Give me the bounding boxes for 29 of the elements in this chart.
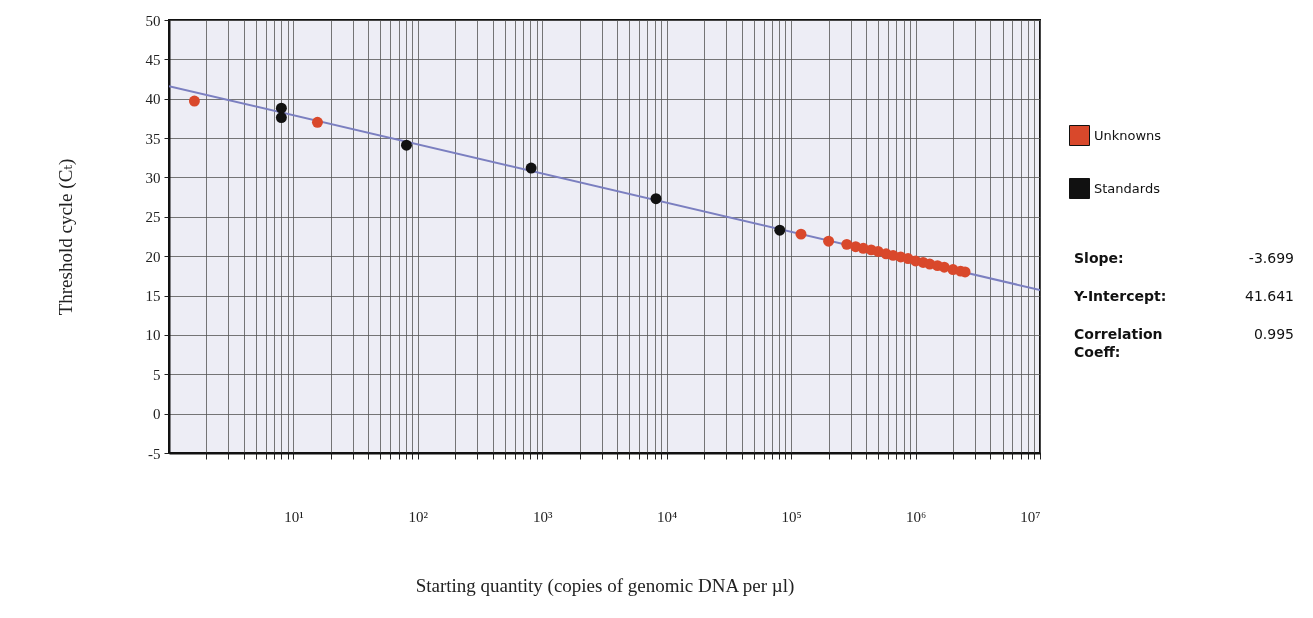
y-tick-label: 35 bbox=[145, 130, 161, 147]
text: Correlation Coeff: bbox=[1074, 326, 1163, 360]
y-tick-label: 15 bbox=[145, 288, 161, 305]
text: -3.699 bbox=[1248, 250, 1294, 266]
legend-label: Standards bbox=[1094, 180, 1161, 196]
text: 41.641 bbox=[1245, 288, 1294, 304]
y-tick-label: 40 bbox=[145, 91, 161, 108]
x-tick-label: 10⁷ bbox=[1020, 508, 1041, 525]
y-tick-label: 25 bbox=[145, 209, 161, 226]
text: 0.995 bbox=[1253, 326, 1294, 342]
y-tick-label: 20 bbox=[145, 248, 161, 265]
y-tick-label: 45 bbox=[145, 51, 161, 68]
legend-label: Unknowns bbox=[1094, 127, 1162, 143]
y-tick-label: 30 bbox=[145, 169, 161, 186]
x-tick-label: 10⁴ bbox=[657, 508, 678, 525]
x-tick-label: 10⁵ bbox=[781, 508, 802, 525]
x-tick-label: 10³ bbox=[533, 508, 554, 525]
y-tick-label: 10 bbox=[145, 327, 161, 344]
x-axis-title: Starting quantity (copies of genomic DNA per µl) bbox=[415, 574, 795, 597]
y-tick-label: 0 bbox=[153, 406, 161, 423]
y-axis-title: Threshold cycle (Cₜ) bbox=[54, 158, 77, 316]
y-tick-label: 50 bbox=[145, 12, 161, 29]
x-tick-label: 10¹ bbox=[284, 508, 304, 525]
text: Slope: bbox=[1074, 250, 1124, 266]
y-tick-label: -5 bbox=[148, 445, 161, 462]
x-tick-label: 10⁶ bbox=[905, 508, 927, 525]
y-tick-label: 5 bbox=[153, 366, 161, 383]
x-tick-label: 10² bbox=[408, 508, 429, 525]
text: Y-Intercept: bbox=[1073, 288, 1167, 304]
